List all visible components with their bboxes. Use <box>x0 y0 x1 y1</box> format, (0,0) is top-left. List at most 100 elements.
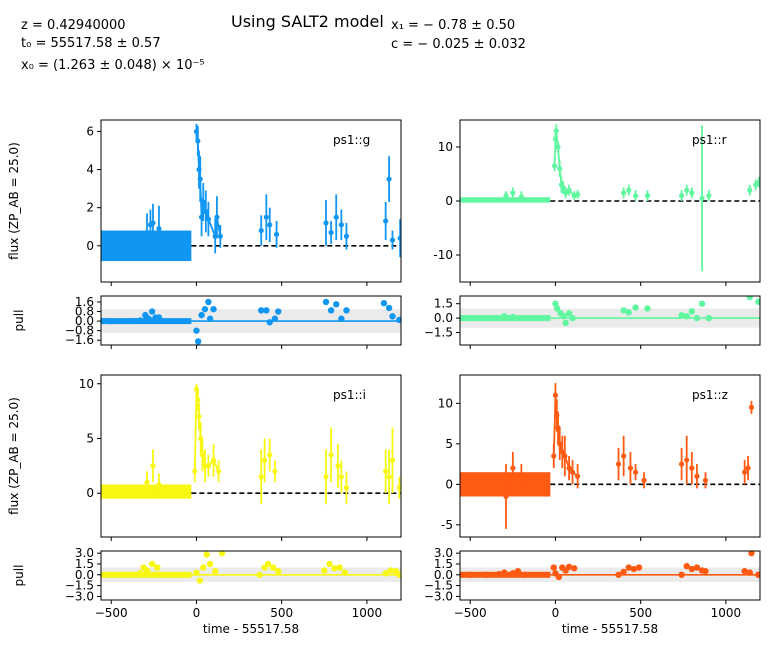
data-point <box>742 469 748 475</box>
data-point <box>706 193 712 199</box>
flux-ytick-label: 5 <box>86 431 94 445</box>
lightcurve-line <box>193 389 220 472</box>
pull-point <box>387 567 394 574</box>
pull-point <box>206 560 214 568</box>
data-point <box>343 233 350 239</box>
pull-point <box>148 560 156 568</box>
pull-point <box>210 305 217 313</box>
pull-point <box>569 314 576 322</box>
pull-point <box>212 567 219 575</box>
data-point <box>150 220 156 226</box>
pull-point <box>137 317 144 324</box>
data-point <box>323 220 329 226</box>
pull-ytick-label: 0.0 <box>75 314 94 328</box>
pull-axes-frame <box>100 550 402 601</box>
pull-ytick-label: −3.0 <box>424 589 453 603</box>
data-point <box>503 493 509 500</box>
flux-ytick-label: 10 <box>79 377 94 391</box>
pull-plot-ps1-g <box>101 298 401 345</box>
pull-point <box>630 565 638 573</box>
data-point <box>267 452 273 458</box>
flux-ytick-label: 0 <box>445 477 453 491</box>
pull-data-block <box>101 571 192 578</box>
flux-plot-ps1-z <box>460 383 760 529</box>
pull-point <box>615 571 622 578</box>
pull-point <box>550 564 557 571</box>
pull-point <box>620 568 627 576</box>
pull-point <box>552 300 559 307</box>
pull-point <box>625 309 632 316</box>
pull-point <box>562 319 569 327</box>
data-point <box>338 474 344 480</box>
flux-ytick-label: 5 <box>445 437 453 451</box>
pull-ytick-label: 1.5 <box>434 297 453 311</box>
pull-y-axis-label: pull <box>12 310 26 332</box>
pull-point <box>698 300 706 307</box>
pull-point <box>509 313 517 321</box>
pull-point <box>484 571 491 578</box>
pull-point <box>396 571 401 578</box>
flux-y-axis-label: flux (ZP_AB = 25.0) <box>7 142 21 260</box>
pull-point <box>565 310 573 317</box>
pull-point <box>678 571 685 578</box>
pull-xtick-label: 500 <box>270 606 293 620</box>
data-point <box>328 229 334 236</box>
pull-point <box>125 317 132 325</box>
pull-ytick-label: 1.5 <box>75 557 94 571</box>
data-point <box>747 187 753 193</box>
flux-axes-frame <box>100 374 402 538</box>
flux-y-axis-label: flux (ZP_AB = 25.0) <box>7 397 21 515</box>
pull-point <box>560 312 568 320</box>
pull-point <box>382 570 389 577</box>
pull-point <box>496 570 503 578</box>
data-point <box>699 195 705 201</box>
pull-point <box>396 316 401 324</box>
pull-point <box>644 305 651 312</box>
pull-ytick-label: −1.5 <box>65 579 94 593</box>
pull-axes-frame <box>459 295 761 346</box>
data-point <box>397 235 401 241</box>
pull-point <box>271 315 279 322</box>
pull-point <box>205 298 212 306</box>
pull-ytick-label: 1.6 <box>75 295 94 309</box>
pull-point <box>264 560 272 568</box>
pull-point <box>333 301 340 308</box>
pull-ytick-label: 3.0 <box>434 546 453 560</box>
pull-point <box>467 571 474 578</box>
pull-point <box>746 569 753 576</box>
data-point <box>386 474 392 480</box>
pull-point <box>755 571 760 578</box>
data-point <box>156 226 162 232</box>
pull-point <box>201 305 209 313</box>
data-point <box>748 404 755 410</box>
param-x1: x₁ = − 0.78 ± 0.50 <box>391 18 516 33</box>
data-point <box>684 187 690 193</box>
data-point <box>626 187 632 193</box>
pull-point <box>553 305 561 312</box>
flux-ytick-label: -10 <box>433 248 453 262</box>
band-label: ps1::g <box>333 133 370 147</box>
data-point <box>273 231 280 237</box>
pull-point <box>266 319 273 326</box>
band-label: ps1::i <box>333 388 366 402</box>
data-point <box>328 452 334 458</box>
data-point <box>396 485 401 491</box>
pull-ytick-label: −1.5 <box>424 326 453 340</box>
pull-point <box>746 296 753 301</box>
data-point <box>192 468 198 474</box>
pull-xtick-label: 0 <box>552 606 560 620</box>
data-point <box>621 190 627 196</box>
pull-point <box>269 564 277 571</box>
pull-point <box>321 567 328 574</box>
data-point <box>272 468 278 474</box>
pull-point <box>258 307 265 314</box>
pull-ytick-label: 0.0 <box>434 568 453 582</box>
data-point <box>333 214 339 220</box>
data-point <box>694 473 700 479</box>
pull-point <box>263 307 270 314</box>
pull-ytick-label: −3.0 <box>65 589 94 603</box>
x-axis-label: time - 55517.58 <box>562 622 658 636</box>
data-point <box>678 193 685 199</box>
data-point <box>689 190 695 196</box>
x-axis-label: time - 55517.58 <box>203 622 299 636</box>
